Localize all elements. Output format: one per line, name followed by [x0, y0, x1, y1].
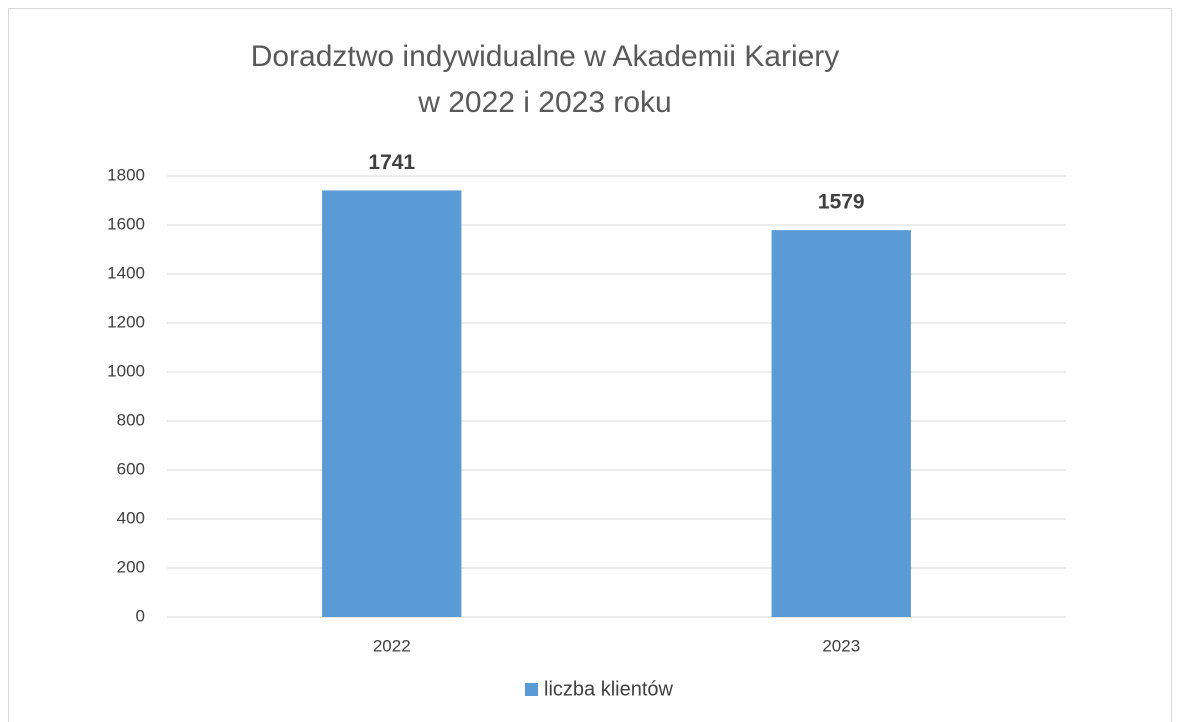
bar [771, 230, 911, 617]
y-tick-label: 1400 [107, 263, 145, 282]
y-tick-label: 200 [117, 557, 145, 576]
legend-label: liczba klientów [544, 678, 674, 700]
y-tick-label: 1000 [107, 361, 145, 380]
y-tick-label: 600 [117, 459, 145, 478]
y-tick-label: 1200 [107, 312, 145, 331]
chart-title: w 2022 i 2023 roku [417, 86, 672, 119]
y-tick-label: 1600 [107, 214, 145, 233]
bar [322, 190, 462, 617]
legend-swatch [525, 683, 538, 696]
chart-title: Doradztwo indywidualne w Akademii Karier… [251, 40, 840, 73]
x-tick-label: 2022 [373, 636, 411, 655]
y-tick-label: 800 [117, 410, 145, 429]
x-tick-label: 2023 [822, 636, 860, 655]
chart-border [8, 8, 1172, 722]
data-label: 1741 [368, 151, 415, 174]
data-label: 1579 [818, 191, 865, 214]
y-tick-label: 400 [117, 508, 145, 527]
y-tick-label: 1800 [107, 165, 145, 184]
y-tick-label: 0 [136, 606, 145, 625]
